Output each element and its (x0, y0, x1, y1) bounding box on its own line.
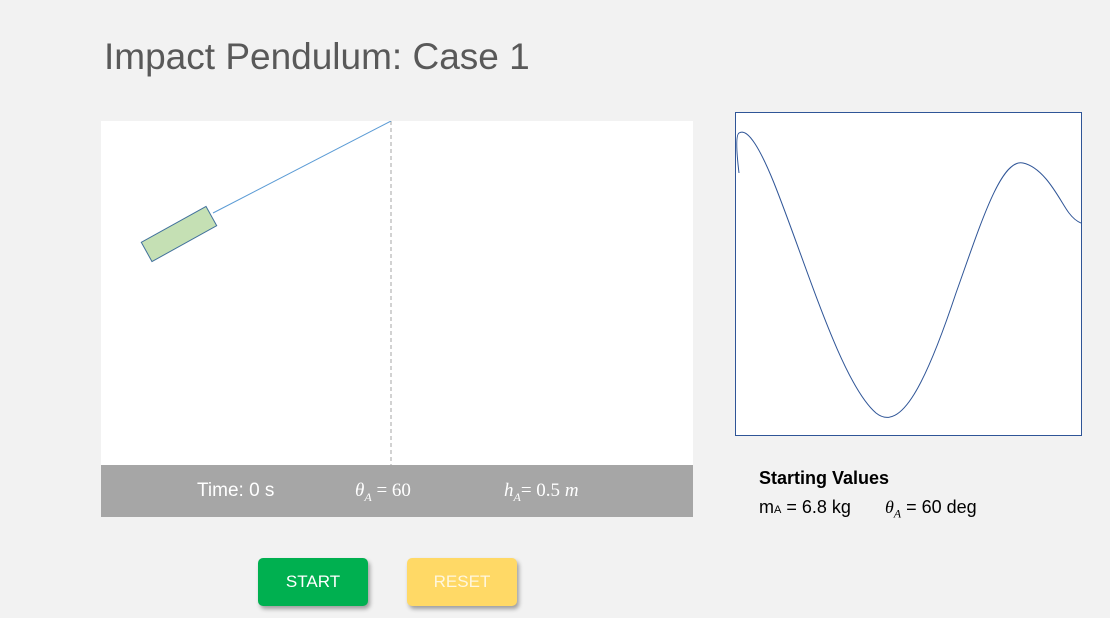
mass-subscript: A (774, 504, 782, 516)
reset-button[interactable]: RESET (407, 558, 517, 606)
time-value: 0 s (249, 480, 275, 501)
starting-values-heading: Starting Values (759, 468, 890, 488)
start-theta-symbol: θ (884, 497, 894, 517)
height-readout: hA= 0.5 m (504, 480, 579, 505)
mass-value: = 6.8 kg (781, 497, 851, 517)
mass-symbol: m (759, 497, 774, 517)
starting-values-panel: Starting Values mA = 6.8 kg θA = 60 deg (759, 468, 977, 522)
angle-plot (735, 112, 1082, 436)
theta-readout: θA = 60 (355, 480, 411, 505)
pendulum-canvas (101, 121, 693, 465)
start-button[interactable]: START (258, 558, 368, 606)
theta-symbol: θ (355, 480, 365, 501)
pendulum-bob[interactable] (140, 205, 218, 263)
h-subscript: A (513, 489, 521, 504)
theta-value: = 60 (371, 480, 411, 501)
status-bar: Time: 0 s θA = 60 hA= 0.5 m (101, 465, 693, 517)
angle-plot-svg (736, 131, 1081, 418)
start-theta-subscript: A (893, 506, 902, 521)
starting-values-line: mA = 6.8 kg θA = 60 deg (759, 497, 977, 522)
time-readout: Time: 0 s (197, 480, 274, 502)
pendulum-rod (212, 121, 392, 214)
h-unit: m (564, 480, 579, 501)
angle-curve (736, 131, 1081, 418)
theta-subscript: A (364, 489, 372, 504)
page-title: Impact Pendulum: Case 1 (104, 36, 530, 77)
h-value: = 0.5 (520, 480, 565, 501)
start-theta-value: = 60 deg (901, 497, 977, 517)
pendulum-svg (140, 121, 392, 465)
time-label: Time: (197, 480, 244, 501)
h-symbol: h (504, 480, 514, 501)
